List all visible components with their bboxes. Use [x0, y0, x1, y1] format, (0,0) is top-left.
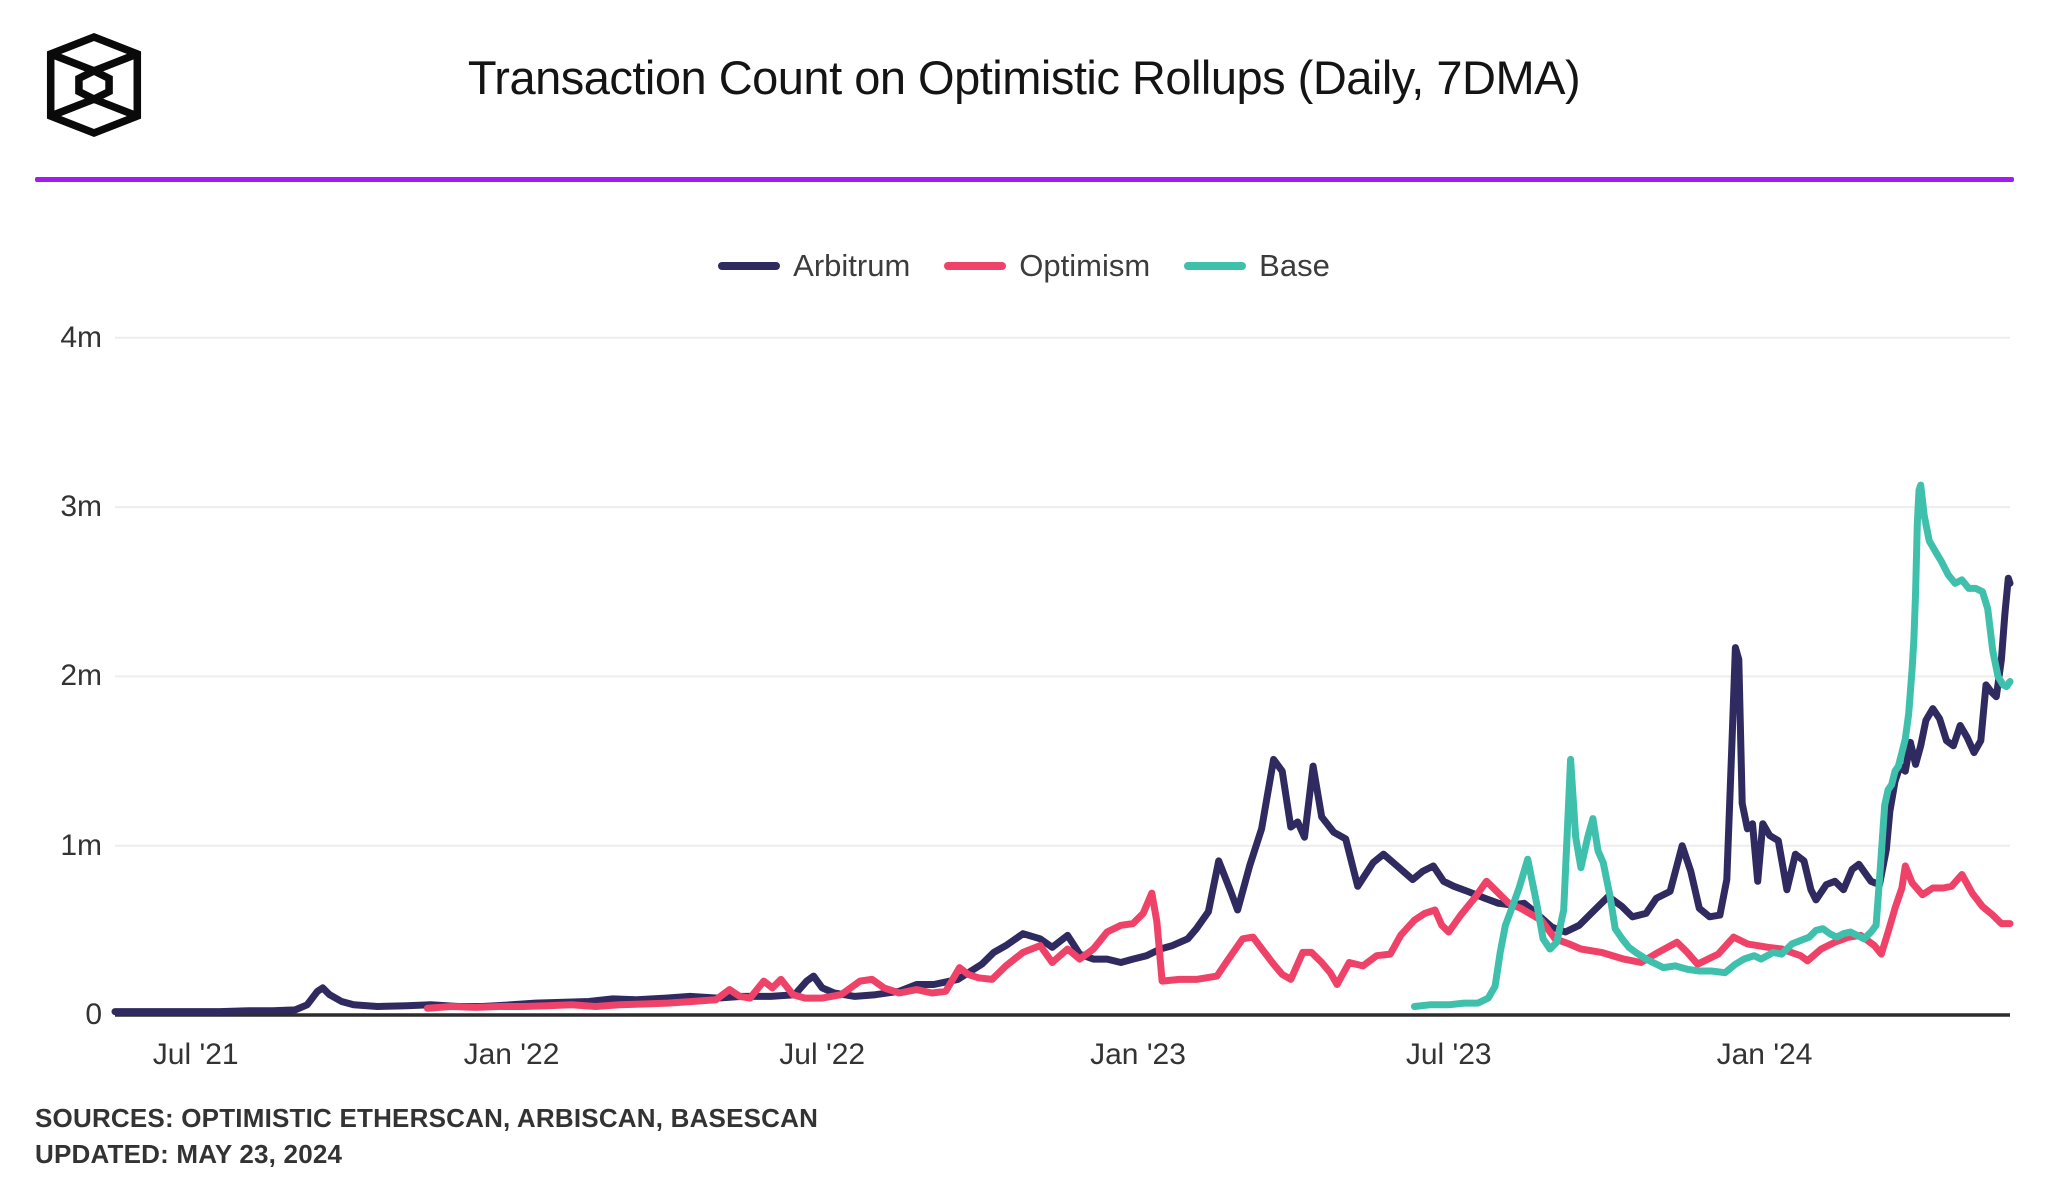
legend-label-optimism: Optimism [1019, 248, 1151, 283]
line-optimism [423, 862, 2014, 1012]
y-tick-0: 0 [85, 998, 102, 1031]
legend-swatch-optimism [944, 262, 1007, 270]
the-block-logo-icon [46, 32, 142, 138]
x-tick-jan-23: Jan '23 [1090, 1038, 1186, 1071]
legend-item-optimism: Optimism [944, 248, 1150, 284]
x-tick-jul-22: Jul '22 [779, 1038, 866, 1071]
accent-divider [35, 177, 2014, 182]
x-tick-jan-24: Jan '24 [1716, 1038, 1813, 1071]
source-note: SOURCES: OPTIMISTIC ETHERSCAN, ARBISCAN,… [35, 1100, 818, 1172]
line-base [1410, 481, 2014, 1010]
legend-label-base: Base [1259, 248, 1330, 283]
updated-line: UPDATED: MAY 23, 2024 [35, 1139, 343, 1169]
x-tick-jul-23: Jul '23 [1405, 1038, 1492, 1071]
y-tick-4m: 4m [60, 320, 102, 354]
x-tick-jul-21: Jul '21 [152, 1038, 239, 1071]
legend-item-arbitrum: Arbitrum [718, 248, 910, 284]
line-arbitrum [111, 574, 2014, 1016]
y-tick-3m: 3m [60, 490, 102, 524]
y-tick-1m: 1m [60, 828, 102, 862]
y-tick-2m: 2m [60, 659, 102, 693]
legend-label-arbitrum: Arbitrum [793, 248, 911, 283]
sources-line: SOURCES: OPTIMISTIC ETHERSCAN, ARBISCAN,… [35, 1103, 819, 1133]
legend-swatch-arbitrum [718, 262, 781, 270]
chart-legend: Arbitrum Optimism Base [0, 248, 2048, 284]
legend-item-base: Base [1184, 248, 1330, 284]
chart-title: Transaction Count on Optimistic Rollups … [467, 51, 1581, 104]
x-tick-jan-22: Jan '22 [463, 1038, 560, 1071]
legend-swatch-base [1184, 262, 1247, 270]
